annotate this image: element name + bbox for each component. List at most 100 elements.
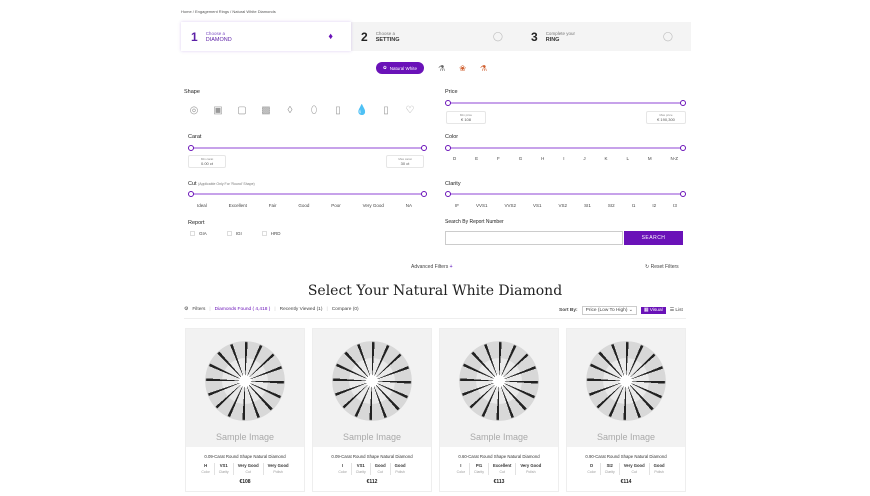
sample-image-label: Sample Image xyxy=(215,432,275,442)
step-complete-ring[interactable]: 3 Complete your RING ◯ xyxy=(521,22,691,51)
cut-tick: Very Good xyxy=(362,203,384,208)
carat-label: Carat xyxy=(188,134,202,140)
carat-max-handle[interactable] xyxy=(421,145,427,151)
step-choose-diamond[interactable]: 1 Choose a DIAMOND ♦ xyxy=(181,22,351,51)
price-max-value: € 190,300 xyxy=(657,117,675,122)
divider: | xyxy=(326,307,328,312)
cut-max-handle[interactable] xyxy=(421,191,427,197)
shape-marquise-icon[interactable]: ◊ xyxy=(287,105,293,116)
shape-emerald-icon[interactable]: ▯ xyxy=(335,105,341,116)
clarity-tick: VS2 xyxy=(558,203,568,208)
price-min-handle[interactable] xyxy=(445,100,451,106)
diamond-card[interactable]: Sample Image 0.09-Carat Round Shape Natu… xyxy=(185,328,305,492)
step-title: DIAMOND xyxy=(205,36,232,43)
shape-round-icon[interactable]: ◎ xyxy=(189,105,199,116)
spec-label: Polish xyxy=(273,470,283,474)
color-tick: K xyxy=(604,156,608,161)
spec-polish: Good xyxy=(394,463,406,468)
search-button[interactable]: SEARCH xyxy=(624,231,683,245)
diamond-type-selector: ✿ Natural White ⚗ ❀ ⚗ xyxy=(376,62,487,74)
spec-label: Color xyxy=(456,470,466,474)
divider: | xyxy=(209,307,211,312)
price-max-handle[interactable] xyxy=(680,100,686,106)
step-title: SETTING xyxy=(375,36,400,43)
shape-oval-icon[interactable]: ⬯ xyxy=(310,105,318,116)
carat-min-handle[interactable] xyxy=(188,145,194,151)
spec-cut: Good xyxy=(374,463,386,468)
diamond-card[interactable]: Sample Image 0.60-Carat Round Shape Natu… xyxy=(439,328,559,492)
shape-heart-icon[interactable]: ♡ xyxy=(405,105,415,116)
diamond-card[interactable]: Sample Image 0.09-Carat Round Shape Natu… xyxy=(312,328,432,492)
spec-label: Cut xyxy=(377,470,383,474)
shape-asscher-icon[interactable]: ▩ xyxy=(261,105,271,116)
sample-image-label: Sample Image xyxy=(469,432,529,442)
clarity-min-handle[interactable] xyxy=(445,191,451,197)
sort-value: Price (Low To High) xyxy=(585,308,628,313)
natural-white-label: Natural White xyxy=(389,65,418,71)
clarity-max-handle[interactable] xyxy=(680,191,686,197)
cut-min-handle[interactable] xyxy=(188,191,194,197)
reset-filters-label: Reset Filters xyxy=(650,264,679,270)
carat-min-caption: Min carat xyxy=(200,157,214,161)
lab-grown-icon[interactable]: ⚗ xyxy=(438,63,446,73)
sample-image-label: Sample Image xyxy=(342,432,402,442)
spec-label: Clarity xyxy=(218,470,229,474)
report-number-input[interactable] xyxy=(445,231,623,245)
grid-view-button[interactable]: ▦ Visual xyxy=(640,307,666,314)
sort-select[interactable]: Price (Low To High) ⌄ xyxy=(581,306,637,315)
advanced-filters-toggle[interactable]: Advanced Filters + xyxy=(411,264,453,270)
lab-fancy-icon[interactable]: ⚗ xyxy=(479,63,488,73)
step-number: 2 xyxy=(361,29,368,44)
shape-princess-icon[interactable]: ▣ xyxy=(213,105,223,116)
cut-tick: Ideal xyxy=(197,203,207,208)
spec-label: Cut xyxy=(631,470,637,474)
step-sub: Choose a xyxy=(205,30,225,36)
price-min-field[interactable]: Min price € 108 xyxy=(446,111,486,124)
carat-slider[interactable] xyxy=(188,145,427,151)
spec-clarity: PI1 xyxy=(475,463,483,468)
results-title: Select Your Natural White Diamond xyxy=(307,283,563,299)
shape-cushion-icon[interactable]: ▢ xyxy=(237,105,247,116)
reset-icon: ↻ xyxy=(645,264,650,270)
carat-max-field[interactable]: Max carat 30 ct xyxy=(386,155,424,168)
grid-icon: ▦ xyxy=(643,308,649,313)
compare-tab[interactable]: Compare (0) xyxy=(331,307,359,312)
reset-filters-button[interactable]: ↻ Reset Filters xyxy=(645,264,679,270)
list-view-button[interactable]: ☰ List xyxy=(670,308,683,313)
diamond-name: 0.60-Carat Round Shape Natural Diamond xyxy=(458,454,540,459)
diamond-price: €112 xyxy=(366,479,378,485)
shape-pear-icon[interactable]: 💧 xyxy=(355,105,369,116)
color-min-handle[interactable] xyxy=(445,145,451,151)
natural-white-button[interactable]: ✿ Natural White xyxy=(376,62,425,74)
shape-radiant-icon[interactable]: ▯ xyxy=(383,105,389,116)
cut-tick: NA xyxy=(405,203,412,208)
cut-tick: Good xyxy=(298,203,310,208)
diamond-image xyxy=(205,341,285,421)
ring-icon: ◯ xyxy=(492,31,503,41)
report-hrd-checkbox[interactable]: HRD xyxy=(261,231,281,236)
recently-viewed-tab[interactable]: Recently Viewed (1) xyxy=(279,307,323,312)
diamonds-found-tab[interactable]: Diamonds Found ( 4,418 ) xyxy=(214,307,271,312)
breadcrumb[interactable]: Home / Engagement Rings / Natural White … xyxy=(181,9,276,14)
step-choose-setting[interactable]: 2 Choose a SETTING ◯ xyxy=(351,22,521,51)
price-max-field[interactable]: Max price € 190,300 xyxy=(646,111,686,124)
color-slider[interactable] xyxy=(445,145,686,151)
diamond-card[interactable]: Sample Image 0.90-Carat Round Shape Natu… xyxy=(566,328,686,492)
filter-icon[interactable]: ⚙ xyxy=(184,307,189,312)
report-igi-checkbox[interactable]: IGI xyxy=(226,231,242,236)
diamond-price: €108 xyxy=(239,479,251,485)
color-max-handle[interactable] xyxy=(680,145,686,151)
clarity-tick: SI2 xyxy=(607,203,615,208)
fancy-color-icon[interactable]: ❀ xyxy=(459,63,466,73)
cut-slider[interactable] xyxy=(188,191,427,197)
carat-min-field[interactable]: Min carat 0.00 ct xyxy=(188,155,226,168)
clarity-slider[interactable] xyxy=(445,191,686,197)
report-gia-checkbox[interactable]: GIA xyxy=(190,231,207,236)
spec-polish: Very Good xyxy=(520,463,542,468)
price-slider[interactable] xyxy=(445,100,686,106)
spec-label: Polish xyxy=(395,470,405,474)
grid-view-label: Visual xyxy=(649,308,663,313)
filters-toggle[interactable]: Filters xyxy=(192,307,206,312)
spec-color: D xyxy=(590,463,594,468)
spec-polish: Very Good xyxy=(267,463,289,468)
